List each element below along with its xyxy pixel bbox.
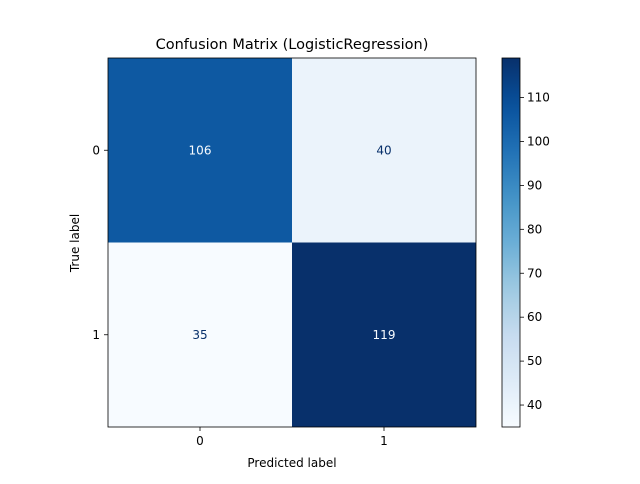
colorbar-tick-label: 50 (527, 354, 542, 368)
colorbar-tick-label: 60 (527, 310, 542, 324)
colorbar-tick-label: 90 (527, 178, 542, 192)
x-tick-label: 1 (380, 434, 388, 448)
y-axis-label: True label (68, 214, 82, 273)
cell-value-label: 40 (376, 143, 391, 157)
x-axis-label: Predicted label (247, 456, 336, 470)
cell-value-label: 35 (192, 328, 207, 342)
heatmap-cells: 106 40 35 119 (108, 58, 476, 427)
y-tick-label: 0 (92, 143, 100, 157)
colorbar-tick-label: 100 (527, 134, 550, 148)
chart-title: Confusion Matrix (LogisticRegression) (156, 37, 429, 53)
heatmap-cell (292, 242, 476, 427)
colorbar-ticks: 40 50 60 70 80 90 100 110 (520, 91, 550, 412)
plot-frame (107, 57, 477, 428)
colorbar (501, 57, 521, 428)
y-axis-ticks: 01 (92, 143, 108, 342)
heatmap-cell (108, 242, 292, 427)
cell-value-label: 119 (373, 328, 396, 342)
cell-value-label: 106 (189, 143, 212, 157)
heatmap-cell (292, 58, 476, 243)
colorbar-tick-label: 110 (527, 91, 550, 105)
colorbar-tick-label: 70 (527, 266, 542, 280)
heatmap-cell (108, 58, 292, 243)
colorbar-tick-label: 80 (527, 222, 542, 236)
x-tick-label: 0 (196, 434, 204, 448)
y-tick-label: 1 (92, 328, 100, 342)
colorbar-tick-label: 40 (527, 398, 542, 412)
